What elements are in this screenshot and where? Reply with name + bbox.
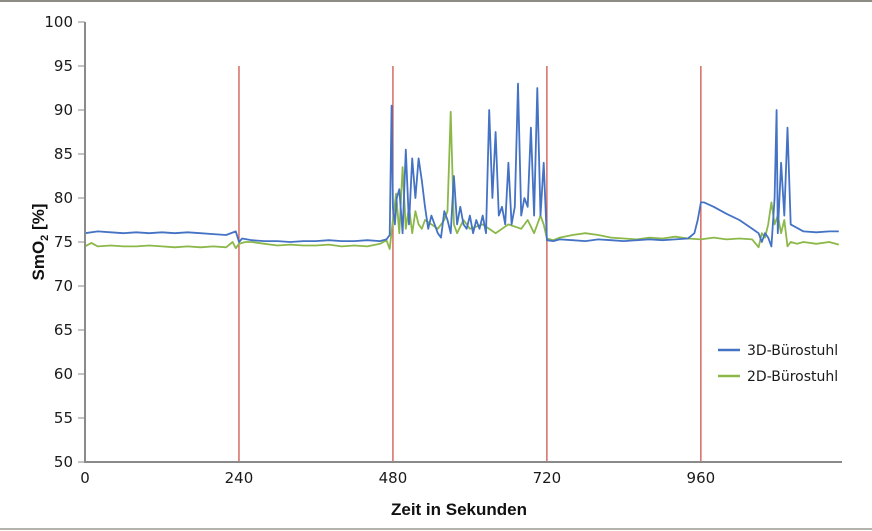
y-axis-ticks: 50 55 60 65 70 75 80 85 90 95 100 — [44, 13, 85, 471]
x-axis-ticks: 0 240 480 720 960 — [80, 469, 715, 487]
series-line-3d — [84, 82, 839, 248]
series-line-2d — [84, 110, 840, 250]
y-axis-title-main: SmO — [29, 241, 48, 281]
y-tick-label: 55 — [54, 409, 73, 427]
y-axis-title: SmO2 [%] — [29, 204, 51, 281]
x-tick-label: 480 — [379, 469, 408, 487]
svg-text:SmO2 [%]: SmO2 [%] — [29, 204, 51, 281]
y-tick-label: 95 — [54, 57, 73, 75]
legend-label-3d: 3D-Bürostuhl — [747, 343, 838, 359]
bottom-border — [0, 528, 872, 530]
y-tick-label: 85 — [54, 145, 73, 163]
y-tick-label: 90 — [54, 101, 73, 119]
x-tick-label: 720 — [533, 469, 562, 487]
phase-marker-lines — [238, 66, 702, 462]
x-tick-label: 240 — [225, 469, 254, 487]
data-series — [84, 82, 840, 250]
y-tick-label: 75 — [54, 233, 73, 251]
y-tick-label: 80 — [54, 189, 73, 207]
top-border — [0, 0, 872, 2]
x-tick-label: 0 — [80, 469, 90, 487]
axes — [84, 22, 842, 463]
y-tick-label: 70 — [54, 277, 73, 295]
legend: 3D-Bürostuhl 2D-Bürostuhl — [718, 343, 838, 385]
y-axis-title-unit: [%] — [29, 204, 48, 235]
x-tick-label: 960 — [687, 469, 716, 487]
y-axis-title-subscript: 2 — [39, 235, 51, 241]
legend-label-2d: 2D-Bürostuhl — [747, 369, 838, 385]
y-tick-label: 50 — [54, 453, 73, 471]
x-axis-title: Zeit in Sekunden — [391, 500, 527, 519]
y-tick-label: 60 — [54, 365, 73, 383]
y-tick-label: 65 — [54, 321, 73, 339]
y-tick-label: 100 — [44, 13, 73, 31]
